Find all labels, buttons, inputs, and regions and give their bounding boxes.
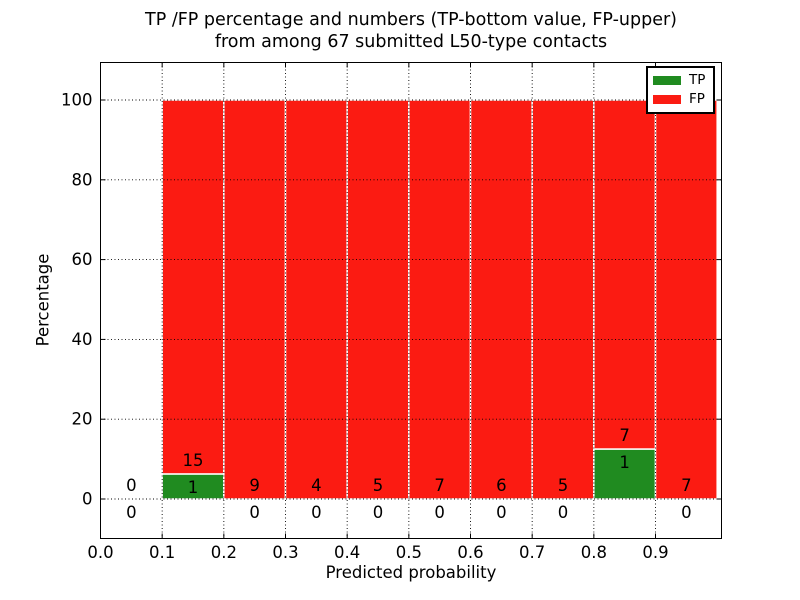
- x-tick-label: 0.4: [334, 543, 360, 562]
- y-tick-label: 100: [61, 91, 93, 110]
- chart-title-line1: TP /FP percentage and numbers (TP-bottom…: [145, 10, 677, 30]
- y-tick-label: 0: [82, 490, 93, 509]
- fp-count-label-bin8: 7: [619, 426, 630, 445]
- legend-item-fp: FP: [653, 91, 708, 109]
- fp-count-label-bin5: 7: [434, 476, 445, 495]
- x-tick-label: 0.8: [581, 543, 607, 562]
- bar-fp-bin1: [161, 99, 225, 475]
- x-tick-label: 0.3: [272, 543, 298, 562]
- tp-count-label-bin3: 0: [311, 503, 322, 522]
- x-tick-label: 0.7: [519, 543, 545, 562]
- bar-tp-bin8: [593, 448, 657, 500]
- legend-label-fp: FP: [689, 90, 705, 107]
- tp-count-label-bin9: 0: [681, 503, 692, 522]
- fp-count-label-bin6: 6: [496, 476, 507, 495]
- chart-title-line2: from among 67 submitted L50-type contact…: [214, 32, 608, 52]
- fp-count-label-bin2: 9: [249, 476, 260, 495]
- tp-count-label-bin8: 1: [619, 453, 630, 472]
- y-axis-label: Percentage: [33, 253, 53, 347]
- x-tick-label: 0.2: [211, 543, 237, 562]
- tp-count-label-bin1: 1: [188, 478, 199, 497]
- bar-fp-bin2: [223, 99, 287, 500]
- tp-count-label-bin7: 0: [558, 503, 569, 522]
- y-tick-label: 40: [72, 330, 93, 349]
- x-tick-label: 0.1: [149, 543, 175, 562]
- y-tick-label: 20: [72, 410, 93, 429]
- x-tick-label: 0.9: [642, 543, 668, 562]
- tp-count-label-bin4: 0: [373, 503, 384, 522]
- bar-fp-bin9: [654, 99, 718, 500]
- fp-count-label-bin1: 15: [183, 451, 204, 470]
- tp-count-label-bin2: 0: [249, 503, 260, 522]
- tp-swatch: [653, 76, 681, 85]
- bar-fp-bin4: [346, 99, 410, 500]
- chart-title: TP /FP percentage and numbers (TP-bottom…: [100, 9, 722, 53]
- x-tick-label: 0.6: [457, 543, 483, 562]
- x-axis-label: Predicted probability: [325, 563, 497, 582]
- fp-count-label-bin7: 5: [558, 476, 569, 495]
- y-tick-label: 60: [72, 250, 93, 269]
- legend: TP FP: [646, 66, 715, 114]
- legend-item-tp: TP: [653, 72, 708, 90]
- x-tick-label: 0.0: [87, 543, 113, 562]
- tp-count-label-bin0: 0: [126, 503, 137, 522]
- bar-fp-bin6: [469, 99, 533, 500]
- axes-spines: [100, 62, 722, 539]
- bar-fp-bin7: [531, 99, 595, 500]
- bar-fp-bin8: [593, 99, 657, 450]
- fp-swatch: [653, 95, 681, 104]
- tp-count-label-bin6: 0: [496, 503, 507, 522]
- fp-count-label-bin4: 5: [373, 476, 384, 495]
- bar-fp-bin3: [284, 99, 348, 500]
- bar-fp-bin5: [408, 99, 472, 500]
- bar-tp-bin1: [161, 473, 225, 500]
- tp-count-label-bin5: 0: [434, 503, 445, 522]
- x-tick-label: 0.5: [396, 543, 422, 562]
- legend-label-tp: TP: [689, 71, 706, 88]
- fp-count-label-bin0: 0: [126, 476, 137, 495]
- y-tick-label: 80: [72, 170, 93, 189]
- fp-count-label-bin9: 7: [681, 476, 692, 495]
- fp-count-label-bin3: 4: [311, 476, 322, 495]
